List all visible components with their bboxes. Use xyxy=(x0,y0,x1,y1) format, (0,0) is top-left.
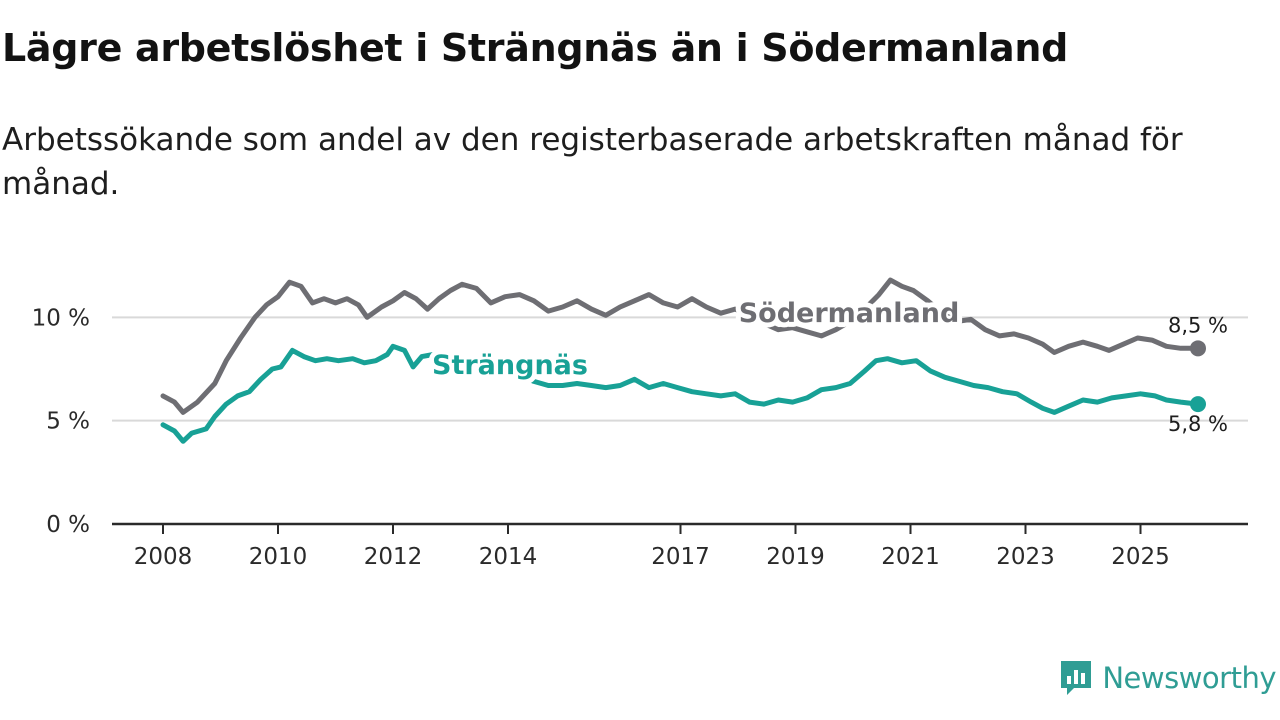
end-point-sodermanland xyxy=(1190,340,1206,357)
end-point-strangnas-label: 5,8 % xyxy=(1168,412,1228,436)
x-tick-label: 2023 xyxy=(996,544,1055,570)
newsworthy-logo-icon xyxy=(1061,661,1092,695)
x-tick-label: 2014 xyxy=(479,544,538,570)
x-tick-label: 2021 xyxy=(881,544,940,570)
y-tick-label: 10 % xyxy=(32,305,90,331)
y-tick-label: 5 % xyxy=(46,409,90,435)
x-tick-label: 2012 xyxy=(364,544,423,570)
series-label-sodermanland: Södermanland xyxy=(739,298,960,329)
end-point-strangnas xyxy=(1190,396,1206,413)
chart-title: Lägre arbetslöshet i Strängnäs än i Söde… xyxy=(2,26,1069,70)
x-tick-label: 2008 xyxy=(134,544,193,570)
x-tick-label: 2010 xyxy=(249,544,308,570)
chart-subtitle: Arbetssökande som andel av den registerb… xyxy=(2,122,1183,202)
series-label-strangnas: Strängnäs xyxy=(432,350,588,381)
series-line-strangnas xyxy=(160,343,1201,444)
x-tick-label: 2019 xyxy=(766,544,825,570)
y-tick-label: 0 % xyxy=(46,512,90,538)
x-tick-label: 2017 xyxy=(651,544,710,570)
brand: Newsworthy xyxy=(1058,658,1276,698)
x-tick-label: 2025 xyxy=(1111,544,1170,570)
series-label-strangnas-halo: Strängnäs xyxy=(432,350,588,381)
end-point-sodermanland-label: 8,5 % xyxy=(1168,313,1228,337)
brand-name: Newsworthy xyxy=(1102,661,1276,695)
series-line-sodermanland xyxy=(160,277,1201,415)
series-label-sodermanland-halo: Södermanland xyxy=(739,298,960,329)
